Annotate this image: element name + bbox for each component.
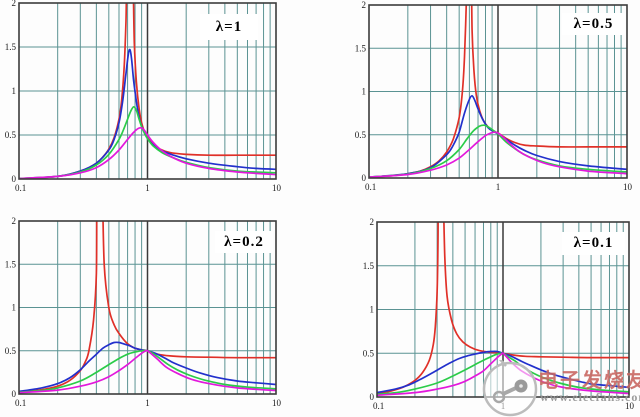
y-tick-label: 0.5 [355, 130, 367, 140]
curve-damping-low [377, 350, 629, 394]
panel-label-lambda-0.2: λ=0.2 [215, 231, 273, 253]
curve-damping-high [377, 352, 629, 397]
x-tick-label: 0.1 [15, 183, 26, 193]
y-tick-label: 0 [362, 173, 367, 183]
y-tick-label: 1.5 [5, 259, 17, 269]
y-tick-label: 1 [362, 87, 367, 97]
curve-damping-low [19, 341, 276, 393]
y-tick-label: 0.5 [5, 130, 17, 140]
x-tick-label: 0.1 [373, 401, 384, 411]
y-tick-label: 1 [12, 303, 17, 313]
y-tick-label: 0 [12, 174, 17, 184]
curve-damping-low [369, 94, 627, 178]
curve-damping-low [19, 48, 276, 179]
y-tick-label: 2 [362, 0, 367, 10]
x-tick-label: 1 [496, 182, 501, 192]
x-tick-label: 1 [145, 398, 150, 408]
curve-damping-high [369, 131, 627, 178]
y-tick-label: 1.5 [5, 42, 17, 52]
x-tick-label: 0.1 [15, 398, 26, 408]
y-tick-label: 0 [12, 389, 17, 399]
y-tick-label: 1.5 [363, 261, 375, 271]
x-tick-label: 10 [272, 183, 282, 193]
x-tick-label: 10 [623, 182, 633, 192]
chart-panel-3: 0 0.5 1 1.5 2 0.1 1 10 [5, 216, 282, 408]
y-tick-label: 2 [370, 217, 375, 227]
chart-panel-4: 0 0.5 1 1.5 2 0.1 1 10 [363, 217, 635, 411]
curve-damping-mid [377, 352, 629, 396]
y-tick-label: 0.5 [5, 346, 17, 356]
y-tick-label: 0.5 [363, 348, 375, 358]
panel-label-lambda-0.5: λ=0.5 [562, 13, 625, 35]
x-tick-label: 1 [145, 183, 150, 193]
x-tick-label: 1 [501, 401, 506, 411]
y-tick-label: 1 [12, 86, 17, 96]
y-tick-label: 0 [370, 392, 375, 402]
panel-label-lambda-0.1: λ=0.1 [562, 232, 625, 255]
y-tick-label: 2 [12, 0, 17, 8]
curve-damping-high [19, 349, 276, 394]
x-tick-label: 10 [625, 401, 635, 411]
y-tick-label: 1.5 [355, 43, 367, 53]
y-tick-label: 2 [12, 216, 17, 226]
curve-damping-0 [377, 222, 629, 395]
x-tick-label: 0.1 [365, 182, 376, 192]
panel-label-lambda-1: λ=1 [200, 14, 258, 40]
y-tick-label: 1 [370, 305, 375, 315]
curve-damping-high [19, 126, 276, 179]
x-tick-label: 10 [272, 398, 282, 408]
